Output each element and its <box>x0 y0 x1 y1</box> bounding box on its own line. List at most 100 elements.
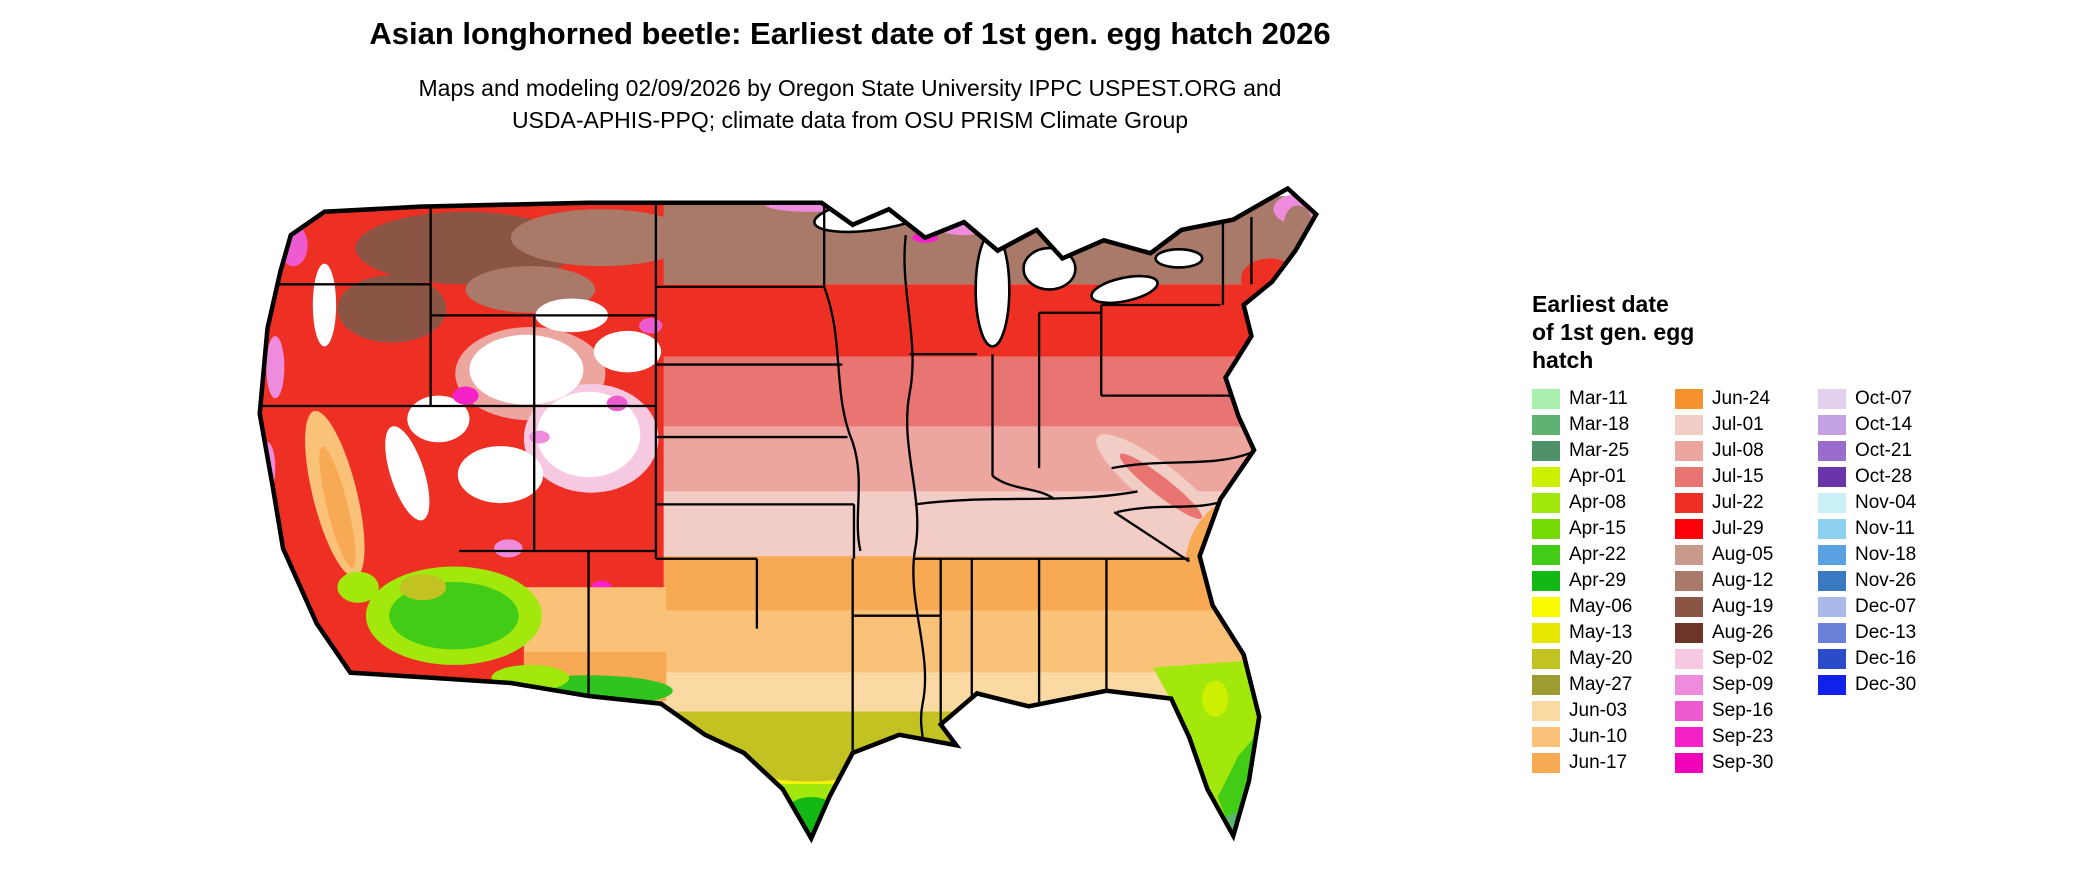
legend-item: Aug-19 <box>1675 594 1818 620</box>
legend-label: Aug-05 <box>1712 544 1774 565</box>
legend-swatch <box>1675 493 1703 513</box>
legend-item: Dec-16 <box>1818 646 1961 672</box>
legend-item: May-20 <box>1532 646 1675 672</box>
legend-label: Aug-19 <box>1712 596 1774 617</box>
legend-swatch <box>1675 571 1703 591</box>
legend-swatch <box>1818 675 1846 695</box>
legend-swatch <box>1675 649 1703 669</box>
legend-swatch <box>1532 727 1560 747</box>
legend-swatch <box>1532 597 1560 617</box>
legend-item: Nov-18 <box>1818 542 1961 568</box>
state-borders <box>259 202 1253 754</box>
legend-label: Sep-09 <box>1712 674 1774 695</box>
legend-item: Sep-30 <box>1675 750 1818 776</box>
legend-column-3: Oct-07 Oct-14 Oct-21 Oct-28 Nov-04 Nov-11 Nov-… <box>1818 386 1961 776</box>
subtitle-line-1: Maps and modeling 02/09/2026 by Oregon S… <box>418 75 1282 101</box>
legend-swatch <box>1675 389 1703 409</box>
legend-swatch <box>1675 623 1703 643</box>
legend-column-2: Jun-24 Jul-01 Jul-08 Jul-15 Jul-22 Jul-29 Aug-… <box>1675 386 1818 776</box>
legend-item: Oct-14 <box>1818 412 1961 438</box>
legend-swatch <box>1532 389 1560 409</box>
legend-item: Apr-01 <box>1532 464 1675 490</box>
legend-item: Aug-26 <box>1675 620 1818 646</box>
legend-label: Oct-28 <box>1855 466 1913 487</box>
us-map-graphic <box>257 185 1320 844</box>
legend-item: Jul-01 <box>1675 412 1818 438</box>
legend-label: Mar-18 <box>1569 414 1630 435</box>
legend-item: Jul-22 <box>1675 490 1818 516</box>
legend-title-line: Earliest date <box>1532 291 1669 317</box>
legend-item: Apr-15 <box>1532 516 1675 542</box>
legend-swatch <box>1675 441 1703 461</box>
legend-label: Oct-21 <box>1855 440 1913 461</box>
legend-label: Apr-15 <box>1569 518 1627 539</box>
legend-label: Apr-08 <box>1569 492 1627 513</box>
legend-label: Jul-22 <box>1712 492 1764 513</box>
legend-label: Nov-26 <box>1855 570 1917 591</box>
legend-label: Dec-30 <box>1855 674 1917 695</box>
legend-label: Jul-29 <box>1712 518 1764 539</box>
legend-item: Sep-16 <box>1675 698 1818 724</box>
legend-swatch <box>1532 571 1560 591</box>
legend-label: Jun-10 <box>1569 726 1628 747</box>
legend-item: Nov-11 <box>1818 516 1961 542</box>
legend-title-line: hatch <box>1532 347 1594 373</box>
legend-swatch <box>1818 519 1846 539</box>
legend-column-1: Mar-11 Mar-18 Mar-25 Apr-01 Apr-08 Apr-15 Apr-… <box>1532 386 1675 776</box>
legend-item: Apr-22 <box>1532 542 1675 568</box>
legend-columns: Mar-11 Mar-18 Mar-25 Apr-01 Apr-08 Apr-15 Apr-… <box>1532 386 1972 776</box>
legend-label: Nov-18 <box>1855 544 1917 565</box>
legend-label: Apr-01 <box>1569 466 1627 487</box>
legend-swatch <box>1675 519 1703 539</box>
legend-swatch <box>1532 649 1560 669</box>
legend-swatch <box>1675 467 1703 487</box>
legend-item: Aug-12 <box>1675 568 1818 594</box>
legend-swatch <box>1818 545 1846 565</box>
legend-swatch <box>1818 389 1846 409</box>
legend-item: Jul-08 <box>1675 438 1818 464</box>
header: Asian longhorned beetle: Earliest date o… <box>0 16 1700 136</box>
legend-swatch <box>1532 675 1560 695</box>
legend-label: Aug-26 <box>1712 622 1774 643</box>
legend-item: Apr-08 <box>1532 490 1675 516</box>
legend-item: Oct-21 <box>1818 438 1961 464</box>
legend-item: Dec-13 <box>1818 620 1961 646</box>
legend-label: Apr-29 <box>1569 570 1627 591</box>
legend-swatch <box>1532 441 1560 461</box>
legend-item: Apr-29 <box>1532 568 1675 594</box>
legend-title: Earliest date of 1st gen. egg hatch <box>1532 290 1972 374</box>
subtitle-line-2: USDA-APHIS-PPQ; climate data from OSU PR… <box>511 107 1189 133</box>
us-map <box>195 160 1500 885</box>
legend-label: May-13 <box>1569 622 1633 643</box>
legend-label: Dec-13 <box>1855 622 1917 643</box>
legend-item: Nov-26 <box>1818 568 1961 594</box>
legend-swatch <box>1532 415 1560 435</box>
legend-swatch <box>1818 571 1846 591</box>
legend-swatch <box>1818 467 1846 487</box>
legend-item: Aug-05 <box>1675 542 1818 568</box>
legend-swatch <box>1532 467 1560 487</box>
legend-item: Sep-23 <box>1675 724 1818 750</box>
legend-label: Sep-16 <box>1712 700 1774 721</box>
legend-label: Apr-22 <box>1569 544 1627 565</box>
legend-label: Mar-11 <box>1569 388 1628 409</box>
legend-label: Oct-07 <box>1855 388 1913 409</box>
legend-item: May-27 <box>1532 672 1675 698</box>
legend-item: Dec-30 <box>1818 672 1961 698</box>
legend-label: Oct-14 <box>1855 414 1913 435</box>
legend-swatch <box>1675 701 1703 721</box>
legend-swatch <box>1818 649 1846 669</box>
legend-label: Jun-03 <box>1569 700 1628 721</box>
legend-swatch <box>1532 545 1560 565</box>
legend-label: Nov-04 <box>1855 492 1917 513</box>
legend-item: Mar-25 <box>1532 438 1675 464</box>
legend-item: Dec-07 <box>1818 594 1961 620</box>
legend-item: May-06 <box>1532 594 1675 620</box>
legend-label: Sep-30 <box>1712 752 1774 773</box>
legend-label: May-06 <box>1569 596 1633 617</box>
legend-label: Sep-23 <box>1712 726 1774 747</box>
legend-swatch <box>1532 753 1560 773</box>
legend-item: Jun-17 <box>1532 750 1675 776</box>
legend-label: Jul-08 <box>1712 440 1764 461</box>
legend-label: Mar-25 <box>1569 440 1630 461</box>
